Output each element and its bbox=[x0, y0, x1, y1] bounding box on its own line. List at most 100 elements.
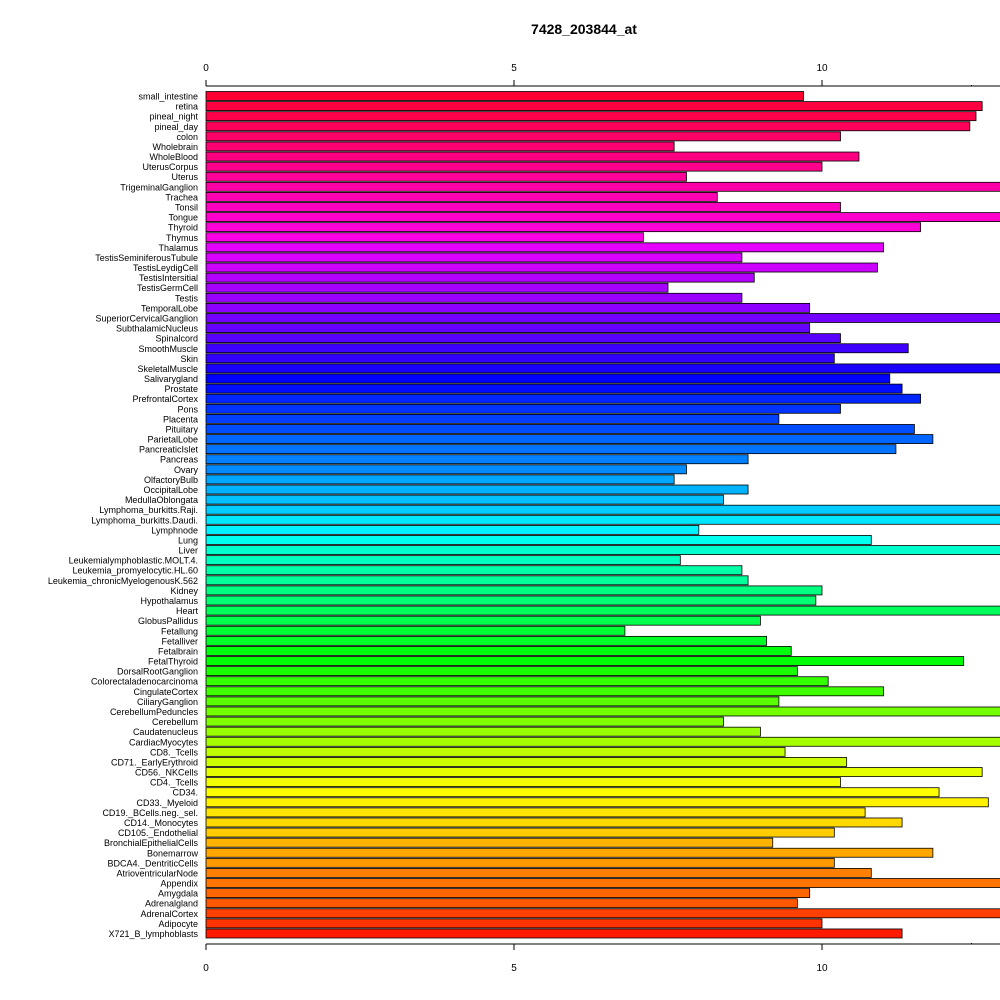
category-label: small_intestine bbox=[138, 92, 198, 102]
bar bbox=[205, 726, 761, 737]
bar bbox=[205, 605, 1000, 616]
bar bbox=[205, 353, 835, 364]
category-label: CD14._Monocytes bbox=[124, 818, 199, 828]
bar bbox=[205, 746, 786, 757]
bar bbox=[205, 171, 687, 182]
bar bbox=[205, 857, 835, 868]
bar bbox=[205, 292, 743, 303]
category-label: colon bbox=[176, 132, 198, 142]
category-label: Lung bbox=[178, 535, 198, 545]
bar bbox=[205, 514, 1000, 525]
axis-end-marker bbox=[971, 85, 972, 86]
category-label: SuperiorCervicalGanglion bbox=[95, 313, 198, 323]
bar bbox=[205, 706, 1000, 717]
category-label: Pituitary bbox=[165, 424, 198, 434]
bar bbox=[205, 474, 675, 485]
tick-label: 5 bbox=[511, 63, 517, 74]
category-label: Uterus bbox=[171, 172, 198, 182]
category-label: AtrioventricularNode bbox=[116, 868, 198, 878]
bar bbox=[205, 585, 823, 596]
category-label: Prostate bbox=[164, 384, 198, 394]
category-label: Fetalbrain bbox=[158, 646, 198, 656]
bar bbox=[205, 686, 884, 697]
category-label: BronchialEpithelialCells bbox=[104, 838, 199, 848]
category-label: CardiacMyocytes bbox=[129, 737, 199, 747]
bar bbox=[205, 272, 755, 283]
category-label: Thymus bbox=[166, 233, 199, 243]
bar bbox=[205, 646, 792, 656]
category-label: X721_B_lymphoblasts bbox=[108, 929, 198, 939]
category-label: Caudatenucleus bbox=[133, 727, 199, 737]
category-label: Colorectaladenocarcinoma bbox=[91, 677, 198, 687]
bar bbox=[205, 545, 1000, 555]
bar bbox=[205, 625, 626, 636]
category-label: Lymphoma_burkitts.Daudi. bbox=[91, 515, 198, 525]
bar bbox=[205, 676, 829, 687]
bar bbox=[205, 161, 823, 172]
bar bbox=[205, 535, 872, 545]
bar bbox=[205, 716, 724, 727]
category-label: Bonemarrow bbox=[147, 848, 199, 858]
bar bbox=[205, 595, 817, 606]
tick-label: 5 bbox=[511, 963, 517, 974]
category-label: CD56._NKCells bbox=[135, 768, 199, 778]
category-label: Adipocyte bbox=[158, 919, 198, 929]
bar bbox=[205, 373, 891, 384]
category-label: CD71._EarlyErythroid bbox=[111, 757, 198, 767]
category-label: AdrenalCortex bbox=[140, 909, 198, 919]
category-label: Cerebellum bbox=[152, 717, 198, 727]
category-label: Heart bbox=[176, 606, 199, 616]
category-label: Thalamus bbox=[158, 243, 198, 253]
category-label: CD8._Tcells bbox=[150, 747, 199, 757]
bar bbox=[205, 908, 1000, 919]
bottom-axis: 05101520 bbox=[203, 943, 1000, 974]
bar bbox=[205, 444, 897, 455]
category-label: Placenta bbox=[163, 414, 198, 424]
bar bbox=[205, 817, 903, 828]
bar bbox=[205, 484, 749, 495]
category-label: Adrenalgland bbox=[145, 899, 198, 909]
tick-label: 10 bbox=[816, 963, 828, 974]
bar bbox=[205, 151, 860, 162]
category-label: Pancreas bbox=[160, 455, 199, 465]
category-label: TestisGermCell bbox=[137, 283, 198, 293]
category-label: TemporalLobe bbox=[141, 303, 198, 313]
category-label: Appendix bbox=[160, 879, 198, 889]
category-label: pineal_night bbox=[149, 112, 198, 122]
bar bbox=[205, 807, 866, 818]
category-label: Salivarygland bbox=[144, 374, 198, 384]
bar bbox=[205, 454, 749, 465]
bar bbox=[205, 656, 965, 666]
category-label: TestisLeydigCell bbox=[133, 263, 198, 273]
category-label: Wholebrain bbox=[152, 142, 198, 152]
bar bbox=[205, 777, 841, 788]
bar bbox=[205, 252, 743, 263]
bar bbox=[205, 797, 989, 808]
bar bbox=[205, 383, 903, 394]
category-label: retina bbox=[175, 102, 198, 112]
bar bbox=[205, 736, 1000, 747]
bar bbox=[205, 333, 841, 344]
bar bbox=[205, 504, 1000, 515]
category-label: Pons bbox=[177, 404, 198, 414]
bar bbox=[205, 787, 940, 798]
bar bbox=[205, 181, 1000, 192]
bar bbox=[205, 757, 848, 767]
bar bbox=[205, 101, 983, 111]
category-label: pineal_day bbox=[154, 122, 198, 132]
category-label: SubthalamicNucleus bbox=[116, 324, 199, 334]
bar bbox=[205, 232, 644, 243]
bar bbox=[205, 635, 767, 646]
category-label: Amygdala bbox=[158, 889, 198, 899]
top-axis: 05101520 bbox=[203, 63, 1000, 87]
category-label: SkeletalMuscle bbox=[137, 364, 198, 374]
bar bbox=[205, 131, 841, 142]
bar bbox=[205, 524, 700, 535]
tick-label: 0 bbox=[203, 63, 209, 74]
bar bbox=[205, 434, 934, 444]
bar bbox=[205, 91, 804, 101]
category-label: Liver bbox=[178, 546, 198, 556]
bar bbox=[205, 111, 977, 122]
category-label: BDCA4._DentriticCells bbox=[107, 858, 198, 868]
